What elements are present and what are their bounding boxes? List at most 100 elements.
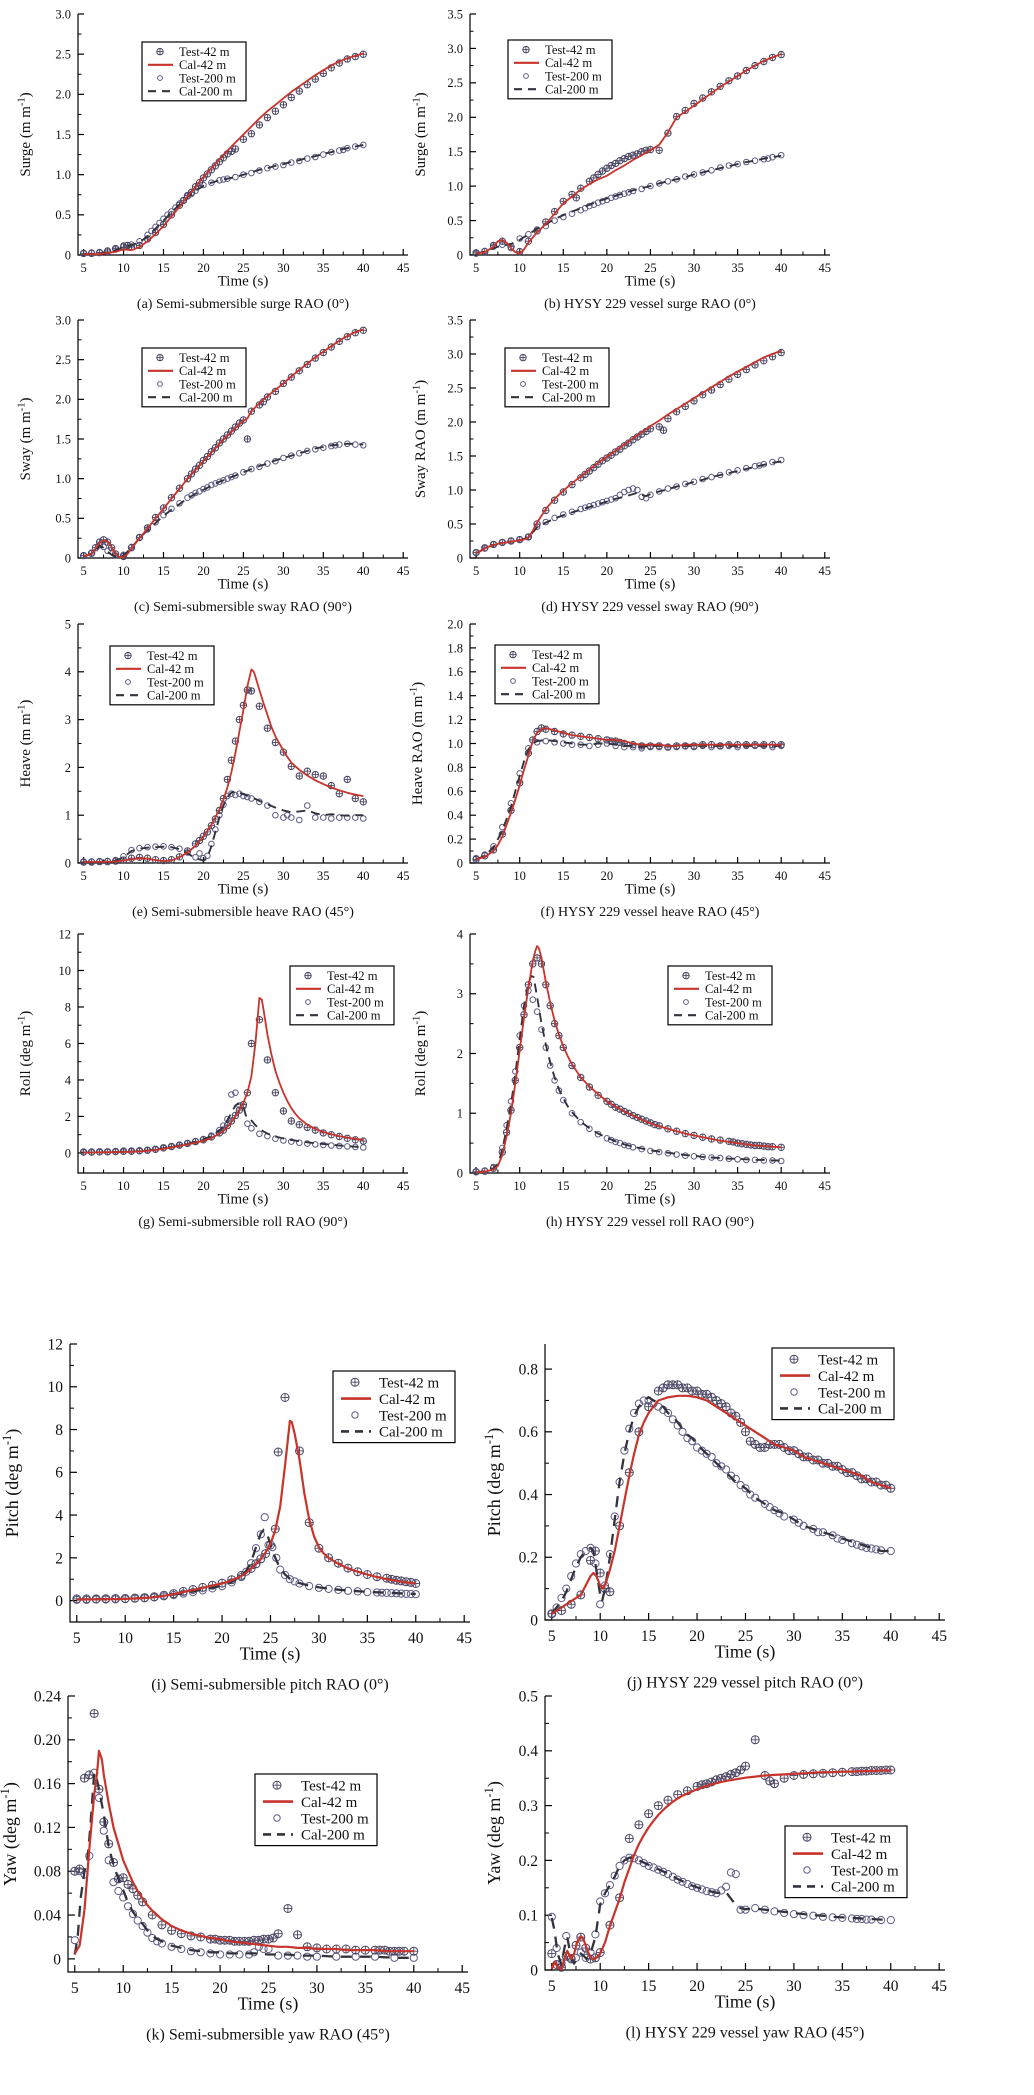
legend-label: Cal-200 m	[818, 1402, 882, 1418]
legend-label: Test-200 m	[179, 71, 236, 85]
legend-label: Test-200 m	[705, 995, 762, 1009]
legend-label: Cal-200 m	[705, 1009, 759, 1023]
cal-200m-line	[83, 442, 364, 558]
x-axis-label: Time (s)	[715, 1641, 776, 1662]
legend-label: Test-200 m	[327, 995, 384, 1009]
x-tick-label: 35	[358, 1980, 374, 1997]
cal-42m-line	[476, 945, 782, 1174]
x-tick-label: 25	[644, 261, 657, 275]
x-tick-label: 5	[80, 564, 86, 578]
legend-label: Cal-200 m	[147, 689, 201, 703]
x-axis-ticks: 5 10 15 20 25 30 35 40 45	[473, 1167, 831, 1193]
legend-label: Cal-200 m	[327, 1009, 381, 1023]
x-tick-label: 30	[277, 564, 290, 578]
chart-c: 0 0.5 1.0 1.5 2.0 2.5 3.0 5 10 15 20 25 30 35 40 45 Test…	[16, 313, 409, 615]
axes	[69, 1344, 470, 1623]
caption: (f) HYSY 229 vessel heave RAO (45°)	[541, 905, 760, 920]
legend-label: Cal-200 m	[542, 391, 596, 405]
legend-label: Test-42 m	[545, 43, 596, 57]
x-tick-label: 5	[473, 1179, 479, 1193]
y-tick-label: 0	[65, 248, 71, 262]
chart-k: 0 0.04 0.08 0.12 0.16 0.20 0.24 5 10 15 20 25 30 35 40…	[0, 1688, 470, 2043]
cal-42m-line	[83, 997, 364, 1154]
y-tick-label: 1	[457, 1107, 463, 1121]
x-tick-label: 30	[688, 261, 701, 275]
x-tick-label: 5	[80, 261, 86, 275]
y-tick-label: 1.0	[447, 483, 463, 497]
y-tick-label: 0	[53, 1951, 61, 1968]
x-tick-label: 30	[786, 1978, 802, 1995]
x-tick-label: 15	[164, 1980, 180, 1997]
x-tick-label: 15	[641, 1978, 657, 1995]
x-tick-label: 5	[548, 1628, 556, 1645]
x-tick-label: 35	[317, 261, 330, 275]
y-tick-label: 6	[55, 1465, 63, 1482]
y-tick-label: 8	[65, 1000, 71, 1014]
y-tick-label: 2	[65, 761, 71, 775]
y-tick-label: 1.5	[447, 145, 463, 159]
x-tick-label: 35	[731, 564, 744, 578]
legend-label: Test-42 m	[179, 45, 230, 59]
x-tick-label: 45	[397, 869, 410, 883]
x-tick-label: 5	[473, 869, 479, 883]
chart-g: 0 2 4 6 8 10 12 5 10 15 20 25 30 35 40 45 Test-42 mCal-4…	[16, 927, 409, 1230]
y-tick-label: 0.8	[519, 1362, 539, 1379]
y-axis-ticks: 0 2 4 6 8 10 12	[48, 1336, 77, 1610]
y-tick-label: 0	[457, 248, 463, 262]
legend-label: Cal-42 m	[179, 58, 226, 72]
x-axis-ticks: 5 10 15 20 25 30 35 40 45	[548, 1963, 947, 1995]
x-tick-label: 20	[197, 1179, 210, 1193]
cal-42m-line	[475, 349, 782, 555]
x-axis-label: Time (s)	[715, 1991, 776, 2012]
x-tick-label: 15	[157, 1179, 170, 1193]
y-tick-label: 1.2	[447, 713, 463, 727]
y-axis-label: Surge (m m-1)	[411, 92, 429, 176]
legend-label: Test-200 m	[831, 1863, 899, 1879]
cal-42m-line	[475, 53, 782, 255]
y-tick-label: 2	[55, 1550, 63, 1567]
x-axis-label: Time (s)	[625, 1191, 676, 1207]
x-tick-label: 15	[641, 1628, 657, 1645]
legend-label: Cal-42 m	[147, 662, 194, 676]
y-tick-label: 10	[48, 1379, 64, 1396]
legend-label: Test-200 m	[301, 1811, 369, 1827]
y-tick-label: 0.4	[519, 1743, 539, 1760]
x-tick-label: 40	[775, 1179, 788, 1193]
y-tick-label: 0	[457, 1166, 463, 1180]
x-axis-label: Time (s)	[625, 273, 676, 289]
y-tick-label: 2.0	[55, 393, 71, 407]
legend-label: Test-42 m	[179, 351, 230, 365]
x-axis-label: Time (s)	[625, 881, 676, 897]
x-tick-label: 40	[775, 261, 788, 275]
y-tick-label: 2	[65, 1110, 71, 1124]
legend-label: Test-42 m	[542, 351, 593, 365]
x-tick-label: 25	[644, 1179, 657, 1193]
y-tick-label: 1.5	[447, 449, 463, 463]
y-axis-ticks: 0 0.5 1.0 1.5 2.0 2.5 3.0	[55, 7, 84, 262]
axes	[67, 1696, 468, 1973]
legend-label: Cal-200 m	[545, 83, 599, 97]
cal-42m-line	[475, 727, 782, 861]
x-tick-label: 10	[592, 1978, 608, 1995]
x-tick-label: 35	[835, 1978, 851, 1995]
y-tick-label: 2.0	[55, 88, 71, 102]
x-tick-label: 40	[775, 564, 788, 578]
legend-label: Cal-42 m	[818, 1369, 875, 1385]
x-tick-label: 30	[277, 1179, 290, 1193]
caption: (b) HYSY 229 vessel surge RAO (0°)	[544, 297, 756, 312]
y-axis-label: Yaw (deg m-1)	[0, 1782, 21, 1886]
x-axis-label: Time (s)	[238, 1993, 299, 2014]
x-tick-label: 35	[731, 1179, 744, 1193]
cal-42m-line	[83, 328, 364, 559]
x-tick-label: 40	[883, 1628, 899, 1645]
x-tick-label: 20	[601, 1179, 614, 1193]
y-tick-label: 1.4	[447, 689, 463, 703]
x-tick-label: 10	[513, 564, 526, 578]
y-axis-label: Pitch (deg m-1)	[0, 1429, 23, 1538]
x-tick-label: 30	[309, 1980, 325, 1997]
chart-i: 0 2 4 6 8 10 12 5 10 15 20 25 30 35 40 45 Test-42 mCal-4…	[0, 1336, 472, 1693]
